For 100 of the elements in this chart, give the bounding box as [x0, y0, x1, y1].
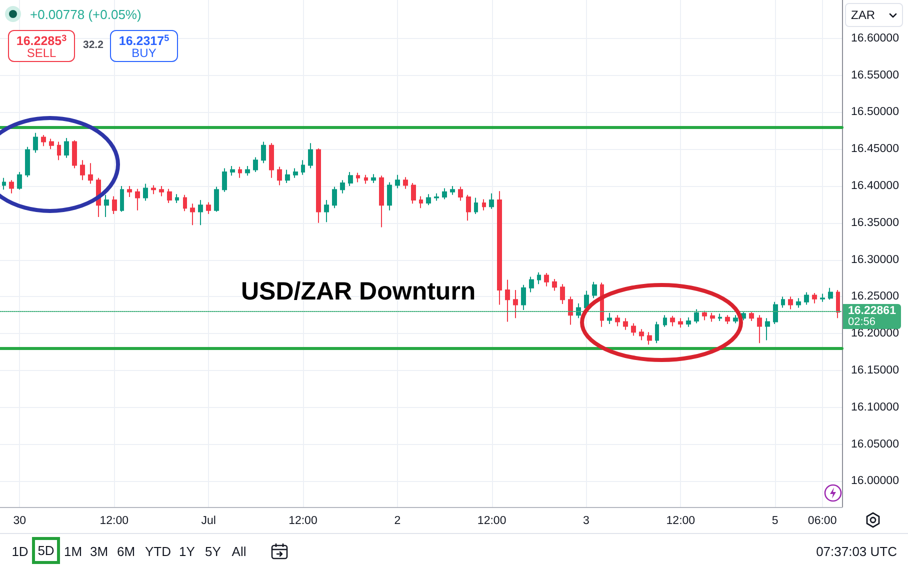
candlestick	[112, 196, 117, 215]
candlestick	[749, 312, 754, 322]
x-tick-label: 06:00	[808, 515, 837, 527]
candlestick	[434, 192, 439, 202]
y-tick-label: 16.05000	[851, 438, 899, 450]
y-tick-label: 16.60000	[851, 32, 899, 44]
x-tick-label: 5	[772, 515, 778, 527]
x-tick-label: 3	[583, 515, 590, 527]
candlestick	[301, 160, 305, 176]
candlestick	[387, 182, 392, 211]
y-tick-label: 16.35000	[851, 216, 899, 229]
candlestick	[159, 185, 164, 197]
candlestick	[379, 175, 384, 228]
candlestick	[836, 290, 840, 319]
candlestick	[198, 199, 203, 226]
candlestick	[694, 308, 699, 324]
candlestick	[80, 160, 85, 181]
candlestick	[607, 312, 612, 324]
candlestick	[17, 171, 22, 190]
candlestick	[64, 138, 69, 158]
candlestick	[458, 186, 463, 202]
candlestick	[529, 276, 534, 293]
candlestick	[332, 186, 337, 209]
y-tick-label: 16.50000	[851, 106, 899, 118]
annotation: 16.2285$^{3}$	[16, 33, 67, 48]
candlestick	[277, 166, 282, 186]
candlestick	[269, 142, 274, 178]
y-tick-label: 16.40000	[851, 180, 899, 192]
candlestick	[804, 292, 809, 306]
y-tick-label: 16.00000	[851, 475, 899, 488]
candlestick	[340, 180, 345, 194]
candlestick	[631, 322, 636, 336]
candlestick	[544, 272, 549, 287]
x-tick-label: 12:00	[288, 515, 318, 527]
candlestick	[41, 134, 46, 147]
x-tick-label: 12:00	[477, 515, 506, 527]
candlestick	[206, 202, 211, 215]
dropdown-field: ZAR	[845, 3, 903, 27]
candlestick	[497, 190, 502, 306]
candlestick	[482, 198, 486, 211]
candlestick	[253, 156, 258, 172]
candlestick	[49, 138, 54, 150]
y-tick-label: 16.10000	[851, 401, 899, 414]
candlestick	[190, 203, 195, 226]
candlestick	[765, 318, 770, 341]
candlestick	[316, 148, 321, 224]
candlestick	[655, 321, 659, 344]
candlestick	[725, 314, 730, 324]
candlestick	[285, 169, 290, 184]
candlestick	[568, 296, 573, 326]
y-tick-label: 16.55000	[851, 69, 899, 82]
candlestick	[505, 279, 510, 322]
candlestick	[592, 281, 597, 299]
candlestick	[639, 328, 644, 341]
candlestick	[710, 312, 715, 322]
candlestick	[796, 298, 801, 308]
candlestick	[615, 314, 620, 327]
candlestick	[175, 194, 179, 204]
y-tick-label: 16.25000	[851, 290, 899, 303]
candlestick	[371, 174, 376, 184]
candlestick	[552, 278, 557, 292]
candlestick	[718, 313, 722, 322]
candlestick	[25, 146, 30, 178]
candlestick	[293, 168, 298, 178]
x-tick-label: Jul	[201, 515, 216, 527]
candlestick	[741, 312, 746, 321]
annotation: +0.00778 (+0.05%)	[30, 7, 142, 22]
candlestick	[167, 188, 172, 204]
candlestick	[151, 184, 156, 195]
candlestick	[9, 180, 14, 194]
candlestick	[474, 197, 478, 215]
x-tick-label: 2	[394, 515, 401, 527]
price-tag: 16.22861 02:56	[843, 304, 901, 330]
candlestick	[537, 272, 541, 285]
candlestick	[686, 316, 691, 328]
annotation: 32.2	[83, 39, 104, 51]
candlestick	[663, 314, 667, 328]
candlestick	[356, 172, 360, 183]
candlestick	[513, 290, 518, 319]
candlestick	[647, 332, 652, 346]
candlestick	[702, 310, 707, 321]
candlestick	[214, 186, 219, 212]
candlestick	[395, 174, 400, 189]
candlestick	[678, 318, 683, 328]
candlestick	[135, 188, 140, 211]
x-tick-label: 30	[13, 515, 26, 527]
candlestick	[560, 284, 565, 305]
candlestick	[828, 287, 833, 300]
candlestick	[489, 192, 494, 210]
candlestick	[466, 194, 471, 222]
candlestick	[781, 296, 785, 308]
candlestick	[442, 188, 447, 200]
candlestick	[419, 196, 423, 209]
candlestick	[788, 296, 793, 310]
candlestick	[364, 174, 368, 184]
candlestick	[450, 185, 455, 196]
candlestick	[238, 166, 242, 178]
sell-button: 16.2285$^{3}$ SELL	[8, 30, 75, 62]
candlestick	[120, 185, 124, 212]
candlestick	[623, 318, 628, 330]
